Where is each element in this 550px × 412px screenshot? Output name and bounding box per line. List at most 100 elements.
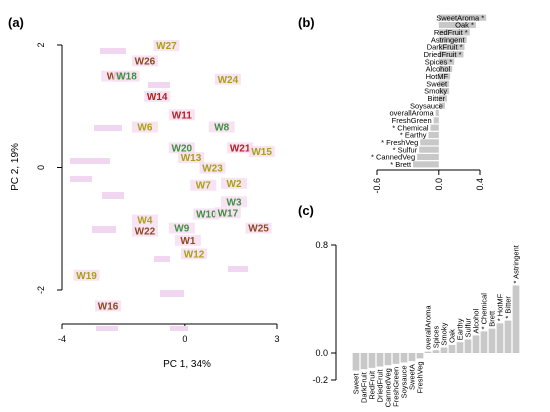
pc1-bar-label: Spices *: [425, 57, 453, 66]
pc1-bar-label: * Brett: [390, 160, 412, 169]
point-label: W25: [248, 224, 269, 235]
pc2-bar: [464, 339, 472, 353]
faded-label: [160, 290, 184, 297]
pc2-bar-label: DriedFruit: [376, 369, 385, 403]
pc1-bar: [435, 109, 439, 117]
pc2-bar: [480, 331, 488, 353]
pc1-bar: [428, 131, 439, 139]
pc1-bar-label: * Chemical: [392, 123, 429, 132]
pc1-bar-label: DriedFruit *: [424, 50, 462, 59]
pc2-bar-label: * Chemical: [480, 293, 489, 330]
point-halo: [113, 70, 140, 82]
point-halo: [168, 222, 195, 234]
panel-a-label: (a): [8, 15, 24, 30]
point-label: W7: [196, 181, 211, 192]
pca-faded-labels: [70, 48, 248, 331]
point-halo: [221, 196, 247, 208]
pc2-bar-label: DarkFruit: [360, 371, 369, 403]
pc2-bar: [472, 335, 480, 353]
pc2-bar-label: SweetA: [408, 364, 417, 390]
pc2-tick-label: 0.8: [315, 240, 328, 250]
x-tick-label: 0: [182, 334, 187, 344]
pc2-bar-label: Oak: [448, 329, 457, 343]
pc2-bar: [440, 347, 448, 353]
pc2-bar: [376, 353, 384, 367]
pca-x-title: PC 1, 34%: [163, 359, 211, 370]
y-tick-label: -2: [36, 286, 46, 294]
point-halo: [131, 214, 158, 226]
pc2-bar-label: Soysauce: [400, 365, 409, 398]
faded-label: [228, 266, 248, 272]
point-label: W23: [202, 164, 223, 175]
point-halo: [227, 142, 254, 154]
pca-point-labels: W27W26W5W18W24W14W11W6W8W20W21W15W13W23W…: [73, 40, 275, 312]
faded-label: [148, 82, 170, 88]
pc2-bar-label: Spices: [432, 326, 441, 349]
point-halo: [214, 207, 241, 219]
point-halo: [245, 222, 272, 234]
pc1-bar: [438, 58, 455, 65]
pc2-bar: [448, 344, 456, 353]
pc1-bar: [438, 102, 445, 109]
point-label: W14: [147, 92, 168, 103]
point-label: W15: [251, 147, 272, 158]
point-label: W6: [137, 123, 152, 134]
pc2-bar-label: Sulfur: [464, 317, 473, 337]
pc1-bar: [438, 51, 464, 58]
pc1-bar: [438, 29, 470, 36]
pc1-bar-label: * FreshVeg: [381, 138, 418, 147]
faded-label: [70, 176, 92, 182]
pc1-tick-label: 0.4: [475, 178, 485, 191]
pca-y-ticks: -2 0 2: [36, 42, 62, 294]
x-tick-label: -4: [58, 334, 66, 344]
pc1-bar: [433, 117, 439, 124]
pc2-bar: [424, 351, 432, 353]
pc1-tick-label: 0.0: [434, 178, 444, 191]
pc1-bar: [438, 80, 450, 87]
pca-x-ticks: -4 0 3: [58, 324, 280, 344]
point-label: W24: [218, 75, 239, 86]
pc1-bar: [413, 161, 439, 168]
pc2-bar: [392, 353, 400, 364]
pc1-bar: [438, 21, 476, 29]
panel-c-label: (c): [298, 203, 314, 218]
pc2-bar-label: overallAroma: [424, 305, 433, 350]
faded-label: [94, 125, 122, 131]
faded-label: [170, 326, 188, 331]
pc1-bars: SweetAroma *Oak *RedFruit *AstringentDar…: [371, 13, 487, 169]
point-label: W9: [174, 224, 189, 235]
faded-label: [92, 226, 116, 233]
x-tick-label: 3: [274, 334, 279, 344]
point-halo: [181, 248, 208, 260]
pc1-bar-label: * Earthy: [400, 131, 427, 140]
pc1-bar: [419, 146, 439, 153]
point-label: W4: [137, 216, 152, 227]
point-halo: [144, 90, 171, 102]
pc2-bar: [400, 353, 408, 363]
pc2-bar: [432, 350, 440, 353]
pc2-bar-label: Brett: [488, 310, 497, 327]
point-label: W17: [218, 208, 239, 219]
pca-y-title: PC 2, 19%: [10, 143, 21, 191]
pc1-bar: [430, 124, 439, 131]
point-label: W22: [135, 227, 156, 238]
point-label: W11: [172, 110, 192, 121]
pc1-bar-label: Oak *: [455, 21, 474, 30]
pc1-bar-label: Soysauce: [410, 101, 443, 110]
point-halo: [199, 162, 226, 174]
faded-label: [102, 192, 124, 199]
pc1-bar-label: HotMF: [426, 72, 449, 81]
pc1-bar-label: Sweet: [426, 79, 448, 88]
loading-pc2-panel: (c) Sweet DarkFruit RedFruit DriedFruit Cann…: [298, 203, 521, 407]
point-label: W20: [172, 143, 193, 154]
pc2-bar-label: * Astringent: [512, 244, 521, 283]
pc2-bar: [496, 323, 504, 353]
pc2-bar-label: Earthy: [456, 318, 465, 340]
pc2-bar-label: CannedVeg: [384, 368, 393, 407]
point-halo: [248, 146, 275, 158]
pc2-bar: [368, 353, 376, 368]
pc2-bar: [416, 353, 424, 359]
point-label: W1: [180, 236, 195, 247]
faded-label: [154, 256, 170, 262]
pc1-bar: [438, 73, 451, 80]
